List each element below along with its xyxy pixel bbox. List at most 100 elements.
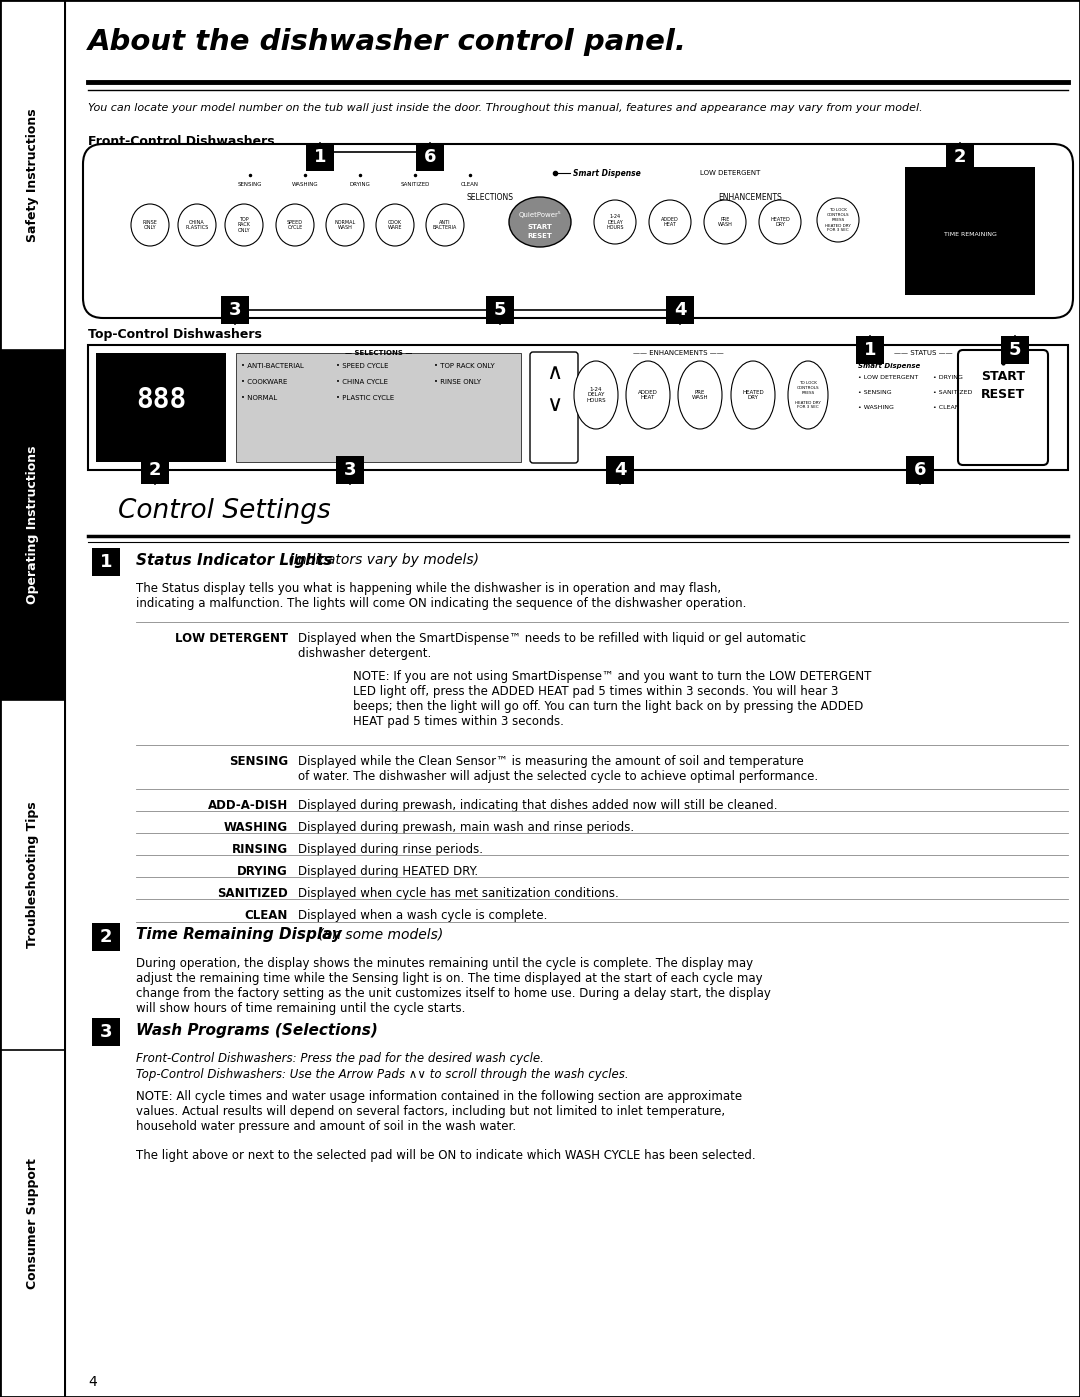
Text: 1: 1: [864, 341, 876, 359]
Text: 5: 5: [494, 300, 507, 319]
Text: ANTI
BACTERIA: ANTI BACTERIA: [433, 219, 457, 231]
Text: 3: 3: [229, 300, 241, 319]
Text: PRE
WASH: PRE WASH: [691, 390, 708, 401]
Text: RINSE
ONLY: RINSE ONLY: [143, 219, 158, 231]
Text: RESET: RESET: [981, 388, 1025, 401]
Bar: [92, 1018, 120, 1046]
Text: START: START: [981, 370, 1025, 384]
Text: DRYING: DRYING: [238, 865, 288, 877]
Text: Front-Control Dishwashers: Press the pad for the desired wash cycle.: Front-Control Dishwashers: Press the pad…: [136, 1052, 544, 1065]
Text: • COOKWARE: • COOKWARE: [241, 379, 287, 386]
Text: • TOP RACK ONLY: • TOP RACK ONLY: [434, 363, 495, 369]
Text: WASHING: WASHING: [292, 182, 319, 187]
Text: • NORMAL: • NORMAL: [241, 395, 278, 401]
Text: ADDED
HEAT: ADDED HEAT: [661, 217, 679, 228]
Bar: [606, 455, 634, 483]
Text: —— STATUS ——: —— STATUS ——: [893, 351, 953, 356]
Text: • SPEED CYCLE: • SPEED CYCLE: [336, 363, 389, 369]
Text: CHINA
PLASTICS: CHINA PLASTICS: [186, 219, 208, 231]
Bar: [306, 142, 334, 170]
Bar: [221, 296, 249, 324]
Ellipse shape: [326, 204, 364, 246]
Text: NOTE: If you are not using SmartDispense™ and you want to turn the LOW DETERGENT: NOTE: If you are not using SmartDispense…: [353, 671, 872, 728]
Text: 5: 5: [1009, 341, 1022, 359]
Ellipse shape: [626, 360, 670, 429]
Text: 1: 1: [314, 148, 326, 166]
Text: • RINSE ONLY: • RINSE ONLY: [434, 379, 481, 386]
Ellipse shape: [426, 204, 464, 246]
Text: Time Remaining Display: Time Remaining Display: [136, 928, 342, 943]
Bar: [0, 0, 65, 1397]
Text: 4: 4: [87, 1375, 97, 1389]
Bar: [87, 345, 1068, 469]
Text: TO LOCK
CONTROLS
PRESS: TO LOCK CONTROLS PRESS: [826, 208, 849, 222]
Text: NOTE: All cycle times and water usage information contained in the following sec: NOTE: All cycle times and water usage in…: [136, 1090, 742, 1133]
Bar: [1, 0, 64, 351]
Ellipse shape: [178, 204, 216, 246]
Text: • ANTI-BACTERIAL: • ANTI-BACTERIAL: [241, 363, 303, 369]
Text: RINSING: RINSING: [232, 842, 288, 856]
Text: Front-Control Dishwashers: Front-Control Dishwashers: [87, 136, 274, 148]
Bar: [87, 152, 1068, 310]
Text: 1-24
DELAY
HOURS: 1-24 DELAY HOURS: [586, 387, 606, 404]
Text: (Indicators vary by models): (Indicators vary by models): [284, 553, 480, 567]
FancyBboxPatch shape: [83, 144, 1074, 319]
Text: 1-24
DELAY
HOURS: 1-24 DELAY HOURS: [606, 214, 624, 231]
Ellipse shape: [131, 204, 168, 246]
Text: LOW DETERGENT: LOW DETERGENT: [700, 170, 760, 176]
Text: Displayed when a wash cycle is complete.: Displayed when a wash cycle is complete.: [298, 909, 548, 922]
Bar: [1, 1051, 64, 1397]
Ellipse shape: [678, 360, 723, 429]
Bar: [92, 548, 120, 576]
Text: • SANITIZED: • SANITIZED: [933, 390, 972, 395]
Text: HEATED DRY
FOR 3 SEC: HEATED DRY FOR 3 SEC: [825, 224, 851, 232]
Text: 2: 2: [149, 461, 161, 479]
Text: • CHINA CYCLE: • CHINA CYCLE: [336, 379, 388, 386]
Text: Displayed when the SmartDispense™ needs to be refilled with liquid or gel automa: Displayed when the SmartDispense™ needs …: [298, 631, 806, 659]
Text: • WASHING: • WASHING: [858, 405, 894, 409]
Text: ∨: ∨: [545, 395, 562, 415]
Bar: [946, 142, 974, 170]
Text: LOW DETERGENT: LOW DETERGENT: [175, 631, 288, 645]
Bar: [666, 296, 694, 324]
Text: Displayed during prewash, indicating that dishes added now will still be cleaned: Displayed during prewash, indicating tha…: [298, 799, 778, 812]
Bar: [96, 353, 226, 462]
Ellipse shape: [573, 360, 618, 429]
Text: COOK
WARE: COOK WARE: [388, 219, 402, 231]
Text: SPEED
CYCLE: SPEED CYCLE: [287, 219, 303, 231]
Text: RESET: RESET: [527, 233, 553, 239]
Text: You can locate your model number on the tub wall just inside the door. Throughou: You can locate your model number on the …: [87, 103, 922, 113]
Text: ENHANCEMENTS: ENHANCEMENTS: [718, 194, 782, 203]
Ellipse shape: [816, 198, 859, 242]
Text: Top-Control Dishwashers: Use the Arrow Pads ∧∨ to scroll through the wash cycles: Top-Control Dishwashers: Use the Arrow P…: [136, 1067, 629, 1081]
Text: The Status display tells you what is happening while the dishwasher is in operat: The Status display tells you what is hap…: [136, 583, 746, 610]
Text: 6: 6: [423, 148, 436, 166]
Text: During operation, the display shows the minutes remaining until the cycle is com: During operation, the display shows the …: [136, 957, 771, 1016]
Text: (on some models): (on some models): [314, 928, 443, 942]
Text: Operating Instructions: Operating Instructions: [26, 446, 39, 605]
Ellipse shape: [788, 360, 828, 429]
Ellipse shape: [225, 204, 264, 246]
Text: CLEAN: CLEAN: [245, 909, 288, 922]
Text: Top-Control Dishwashers: Top-Control Dishwashers: [87, 328, 261, 341]
Ellipse shape: [704, 200, 746, 244]
FancyBboxPatch shape: [530, 352, 578, 462]
Text: HEATED DRY
FOR 3 SEC: HEATED DRY FOR 3 SEC: [795, 401, 821, 409]
Bar: [336, 455, 364, 483]
Text: Status Indicator Lights: Status Indicator Lights: [136, 552, 333, 567]
Text: • PLASTIC CYCLE: • PLASTIC CYCLE: [336, 395, 394, 401]
Ellipse shape: [759, 200, 801, 244]
Bar: [906, 455, 934, 483]
Text: SANITIZED: SANITIZED: [217, 887, 288, 900]
Text: Displayed during rinse periods.: Displayed during rinse periods.: [298, 842, 483, 856]
Ellipse shape: [276, 204, 314, 246]
Text: SENSING: SENSING: [238, 182, 262, 187]
Text: 1: 1: [99, 553, 112, 571]
Text: Safety Instructions: Safety Instructions: [26, 108, 39, 242]
Text: Displayed during HEATED DRY.: Displayed during HEATED DRY.: [298, 865, 478, 877]
Text: CLEAN: CLEAN: [461, 182, 480, 187]
Bar: [1, 700, 64, 1051]
Text: 4: 4: [674, 300, 686, 319]
Text: HEATED
DRY: HEATED DRY: [742, 390, 764, 401]
Text: • CLEAN: • CLEAN: [933, 405, 959, 409]
